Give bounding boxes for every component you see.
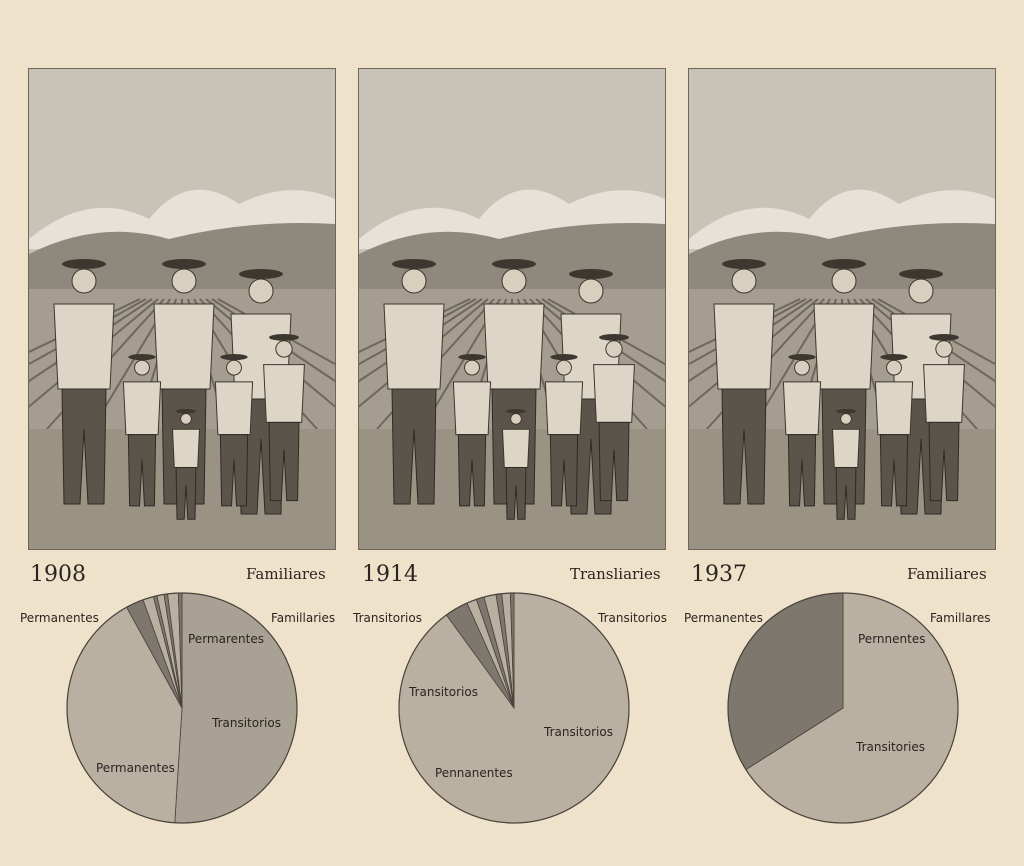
slice-label: Permanentes (20, 611, 99, 625)
panel-heading: Familiares (907, 565, 987, 583)
crop-row (29, 298, 153, 383)
person-figure (874, 354, 914, 507)
person-figure (483, 259, 545, 505)
year-label: 1908 (30, 562, 86, 587)
slice-label: Transitorios (212, 716, 281, 730)
family-photo-1908 (28, 68, 336, 550)
person-figure (383, 259, 445, 505)
slice-label: Transitories (856, 740, 925, 754)
crop-row (689, 298, 813, 383)
person-figure (452, 354, 492, 507)
person-figure (782, 354, 822, 507)
slice-label: Transitorios (598, 611, 667, 625)
person-figure (593, 334, 635, 502)
person-figure (831, 409, 861, 520)
slice-label: Transitorios (353, 611, 422, 625)
panel-heading: Familiares (246, 565, 326, 583)
pie-chart-1914 (398, 592, 630, 824)
person-figure (501, 409, 531, 520)
slice-label: Famillaries (271, 611, 336, 625)
slice-label: Permanentes (684, 611, 763, 625)
pie-outline (727, 592, 959, 824)
person-figure (214, 354, 254, 507)
year-label: 1914 (362, 562, 418, 587)
person-figure (923, 334, 965, 502)
slice-label: Transitorios (409, 685, 478, 699)
pie-outline (398, 592, 630, 824)
year-label: 1937 (691, 562, 747, 587)
slice-label: Pennanentes (435, 766, 513, 780)
person-figure (122, 354, 162, 507)
panel-heading: Transliaries (570, 565, 661, 583)
pie-chart-1937 (727, 592, 959, 824)
slice-label: Permanentes (96, 761, 175, 775)
family-photo-1914 (358, 68, 666, 550)
person-figure (53, 259, 115, 505)
person-figure (263, 334, 305, 502)
slice-label: Transitorios (544, 725, 613, 739)
pie-chart-1908 (66, 592, 298, 824)
crop-row (359, 298, 483, 383)
pie-slice (174, 592, 298, 824)
family-photo-1937 (688, 68, 996, 550)
person-figure (544, 354, 584, 507)
slice-label: Pernnentes (858, 632, 926, 646)
slice-label: Famillares (930, 611, 991, 625)
person-figure (713, 259, 775, 505)
pie-outline (66, 592, 298, 824)
person-figure (171, 409, 201, 520)
slice-label: Permarentes (188, 632, 264, 646)
